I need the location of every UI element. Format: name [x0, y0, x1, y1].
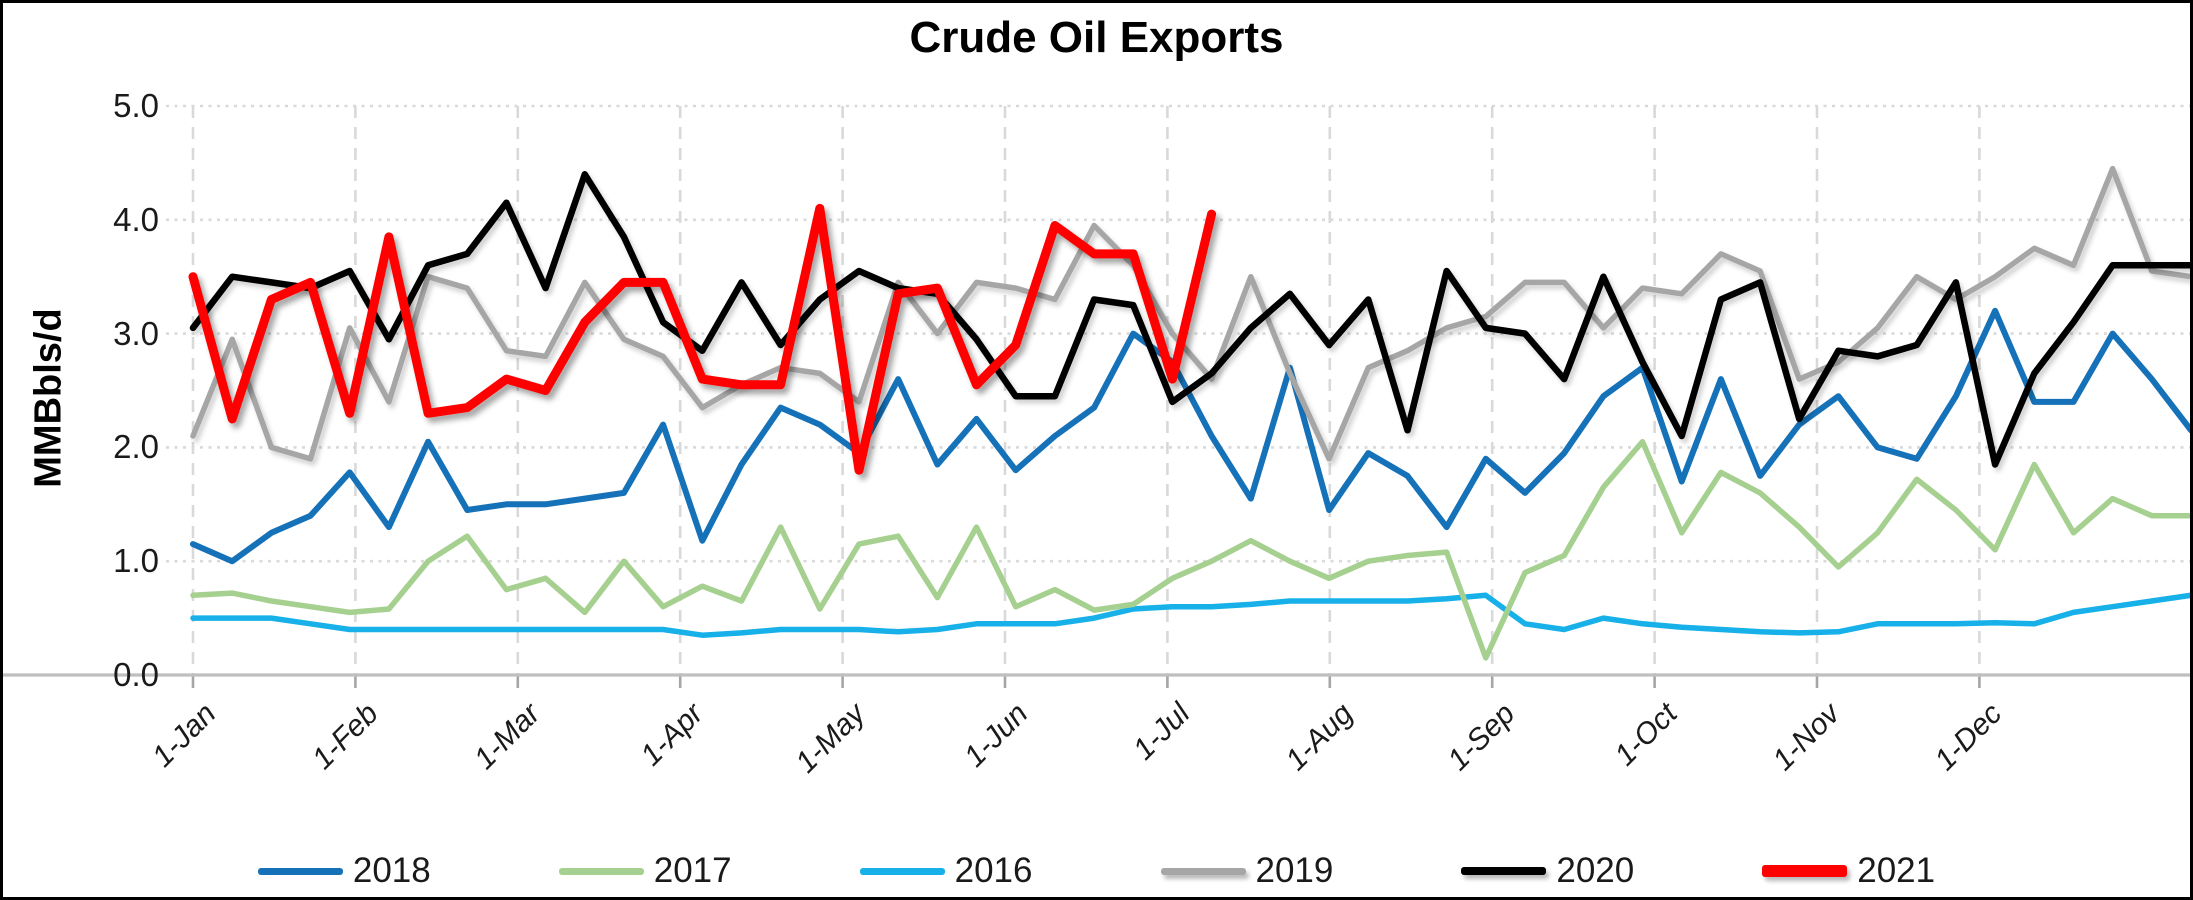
series-line-2021: [188, 203, 1217, 475]
chart-title: Crude Oil Exports: [909, 13, 1284, 62]
legend-swatch-2017-line-icon: [558, 867, 644, 875]
series-line-2017: [190, 438, 2190, 661]
series-line-2019: [190, 165, 2190, 462]
legend-item-2018: 2018: [257, 851, 431, 891]
y-axis-tick-label: 1.0: [113, 542, 159, 580]
series-line-2018: [190, 307, 2190, 565]
legend-item-2016: 2016: [859, 851, 1033, 891]
series-lines-group: [188, 165, 2190, 661]
y-axis-tick-label: 3.0: [113, 314, 159, 352]
legend-label-2020: 2020: [1556, 851, 1635, 890]
y-axis-tick-label: 4.0: [113, 200, 159, 238]
legend-item-2017: 2017: [558, 851, 732, 891]
legend-item-2021: 2021: [1762, 851, 1935, 891]
chart-legend: 2018 2017 2016 2019 2020 2021: [3, 843, 2190, 897]
series-line-2016: [190, 592, 2190, 638]
legend-swatch-2018-line-icon: [257, 867, 343, 875]
y-axis-tick-label: 0.0: [113, 656, 159, 693]
chart-plot-area: [3, 104, 2190, 688]
legend-swatch-2021-line-icon: [1762, 865, 1848, 877]
legend-label-2021: 2021: [1857, 851, 1936, 890]
legend-label-2017: 2017: [653, 851, 732, 890]
legend-item-2019: 2019: [1160, 851, 1334, 891]
legend-item-2020: 2020: [1461, 851, 1634, 891]
y-axis-tick-label: 2.0: [113, 428, 159, 466]
legend-label-2016: 2016: [954, 851, 1033, 890]
legend-swatch-2019-line-icon: [1160, 867, 1246, 875]
y-axis-tick-label: 5.0: [113, 87, 159, 124]
legend-swatch-2020-line-icon: [1461, 867, 1547, 875]
series-line-2020: [189, 171, 2190, 468]
legend-label-2018: 2018: [352, 851, 431, 890]
legend-label-2019: 2019: [1255, 851, 1334, 890]
legend-swatch-2016-line-icon: [859, 867, 945, 875]
